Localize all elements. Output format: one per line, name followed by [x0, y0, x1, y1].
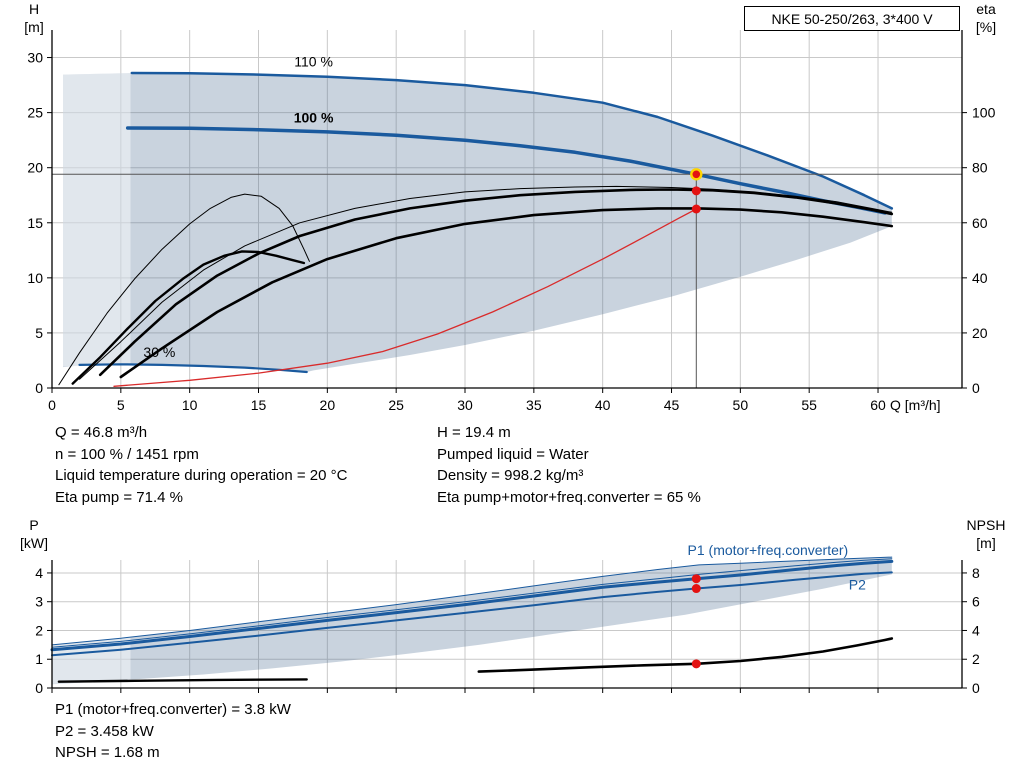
info-line: NPSH = 1.68 m [55, 744, 160, 761]
y-right-tick-label: 0 [972, 380, 980, 396]
x-tick-label: 60 [870, 397, 886, 413]
y-left-tick-label: 10 [27, 270, 43, 286]
info-line: n = 100 % / 1451 rpm [55, 445, 199, 463]
curve-eta-total-red [113, 208, 697, 387]
npsh-marker [691, 659, 701, 669]
y-right-axis-label: [m] [976, 535, 995, 551]
eta-total-marker [691, 204, 701, 214]
curve-p2 [51, 571, 893, 657]
y-left-tick-label: 30 [27, 50, 43, 66]
annotation-label: P1 (motor+freq.converter) [688, 542, 849, 558]
y-right-tick-label: 2 [972, 651, 980, 667]
y-left-tick-label: 4 [35, 565, 43, 581]
annotation-label: 30 % [143, 344, 175, 360]
y-left-tick-label: 20 [27, 160, 43, 176]
y-right-tick-label: 100 [972, 105, 996, 121]
duty-info-right-column: H = 19.4 m Pumped liquid = Water Density =… [437, 422, 701, 508]
y-right-tick-label: 80 [972, 160, 988, 176]
curve-p-low-speed [57, 678, 308, 683]
x-tick-label: 20 [320, 397, 336, 413]
x-axis-label: Q [m³/h] [890, 397, 941, 413]
curve-eta-pump-thin [79, 185, 893, 380]
y-left-tick-label: 0 [35, 680, 43, 696]
y-left-tick-label: 0 [35, 380, 43, 396]
x-tick-label: 25 [388, 397, 404, 413]
pump-model-label: NKE 50-250/263, 3*400 V [771, 10, 933, 27]
curve-eta-lower-bold [119, 207, 894, 379]
curve-eta-reduced-speed-thin [58, 193, 310, 386]
eta-pump-marker [691, 186, 701, 196]
y-right-axis-label: NPSH [967, 517, 1006, 533]
curve-p1 [50, 559, 894, 652]
y-left-tick-label: 5 [35, 325, 43, 341]
y-left-axis-label: [m] [24, 19, 43, 35]
curve-power-band-top [51, 556, 893, 646]
x-tick-label: 0 [48, 397, 56, 413]
info-line: Pumped liquid = Water [437, 445, 589, 463]
p2-marker [691, 584, 701, 594]
x-tick-label: 30 [457, 397, 473, 413]
y-left-tick-label: 15 [27, 215, 43, 231]
y-left-axis-label: H [29, 1, 39, 17]
y-left-axis-label: [kW] [20, 535, 48, 551]
y-left-tick-label: 1 [35, 651, 43, 667]
x-tick-label: 15 [251, 397, 267, 413]
x-tick-label: 5 [117, 397, 125, 413]
y-right-tick-label: 20 [972, 325, 988, 341]
info-line: Density = 998.2 kg/m³ [437, 467, 584, 484]
curve-eta-pump-bold [98, 188, 894, 377]
annotation-label: 100 % [294, 110, 334, 126]
x-tick-label: 55 [801, 397, 817, 413]
y-right-tick-label: 40 [972, 270, 988, 286]
curve-speed-110 [130, 71, 894, 210]
info-line: Eta pump = 71.4 % [55, 488, 183, 506]
y-right-tick-label: 0 [972, 680, 980, 696]
p1-marker [691, 574, 701, 584]
curve-p1-upper-thin [51, 558, 893, 648]
x-tick-label: 50 [733, 397, 749, 413]
y-right-tick-label: 6 [972, 594, 980, 610]
pump-model-titlebox: NKE 50-250/263, 3*400 V [744, 6, 960, 31]
info-line: Liquid temperature during operation = 20… [55, 467, 348, 484]
y-right-axis-label: eta [976, 1, 996, 17]
y-left-tick-label: 3 [35, 594, 43, 610]
info-line: P1 (motor+freq.converter) = 3.8 kW [55, 701, 291, 718]
info-line: P2 = 3.458 kW [55, 722, 154, 740]
x-tick-label: 40 [595, 397, 611, 413]
duty-point-marker [690, 168, 703, 181]
curve-eta-reduced-speed-bold [71, 250, 306, 385]
y-right-tick-label: 8 [972, 565, 980, 581]
envelope-light-strip [63, 73, 131, 367]
y-right-axis-label: [%] [976, 19, 996, 35]
curve-npsh [477, 637, 894, 673]
info-line: Eta pump+motor+freq.converter = 65 % [437, 488, 701, 506]
x-tick-label: 35 [526, 397, 542, 413]
x-tick-label: 45 [664, 397, 680, 413]
annotation-label: P2 [849, 577, 866, 593]
y-left-tick-label: 25 [27, 105, 43, 121]
info-line: Q = 46.8 m³/h [55, 424, 148, 441]
x-tick-label: 10 [182, 397, 198, 413]
operating-envelope [52, 557, 892, 685]
y-right-tick-label: 4 [972, 622, 980, 638]
annotation-label: 110 % [294, 53, 333, 69]
y-left-axis-label: P [29, 517, 38, 533]
y-left-tick-label: 2 [35, 622, 43, 638]
power-npsh-info-column: P1 (motor+freq.converter) = 3.8 kW P2 = 3… [55, 699, 291, 764]
info-line: H = 19.4 m [437, 424, 511, 441]
duty-info-left-column: Q = 46.8 m³/h n = 100 % / 1451 rpm Liquid … [55, 422, 347, 508]
y-right-tick-label: 60 [972, 215, 988, 231]
